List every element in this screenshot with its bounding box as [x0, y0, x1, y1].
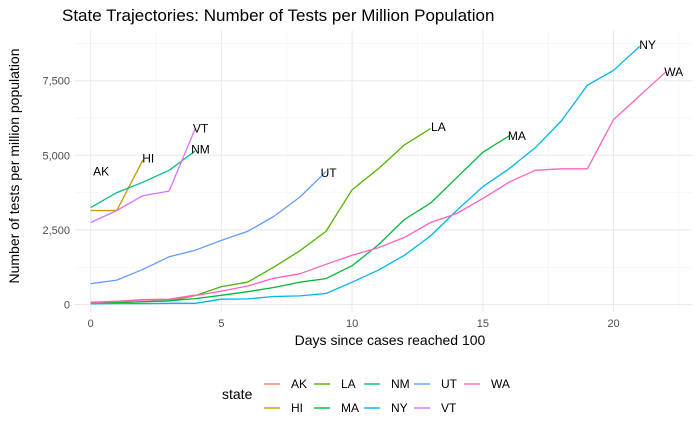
x-tick-label: 10: [346, 318, 358, 330]
series-lines: [90, 45, 667, 305]
y-tick-label: 0: [64, 300, 70, 312]
y-tick-label: 2,500: [42, 225, 70, 237]
legend-label-ak: AK: [291, 377, 307, 391]
legend-label-ut: UT: [441, 377, 458, 391]
y-tick-label: 7,500: [42, 76, 70, 88]
chart-title: State Trajectories: Number of Tests per …: [62, 6, 494, 25]
legend-label-wa: WA: [491, 377, 510, 391]
y-axis-title: Number of tests per million population: [6, 48, 22, 283]
x-tick-label: 0: [88, 318, 94, 330]
series-line-wa: [90, 71, 667, 304]
series-line-nm: [90, 150, 196, 209]
x-axis-title: Days since cases reached 100: [295, 332, 486, 348]
y-axis-ticks: 0 2,500 5,000 7,500: [42, 76, 70, 312]
x-tick-label: 15: [477, 318, 489, 330]
y-tick-label: 5,000: [42, 150, 70, 162]
series-label-vt: VT: [193, 121, 209, 135]
legend-label-ma: MA: [341, 401, 359, 415]
legend-label-vt: VT: [441, 401, 457, 415]
series-line-vt: [90, 128, 196, 224]
legend-label-la: LA: [341, 377, 356, 391]
x-tick-label: 5: [218, 318, 224, 330]
legend: state AK LA NM UT WA HI MA NY VT: [222, 377, 510, 415]
series-label-ak: AK: [93, 165, 109, 179]
series-line-ny: [90, 45, 641, 305]
series-label-ut: UT: [321, 166, 338, 180]
x-tick-label: 20: [607, 318, 619, 330]
series-label-ma: MA: [508, 129, 526, 143]
legend-label-hi: HI: [291, 401, 303, 415]
series-label-nm: NM: [191, 142, 210, 156]
series-line-ma: [90, 135, 510, 304]
legend-label-nm: NM: [391, 377, 410, 391]
series-end-labels: AK HI LA MA NM NY UT VT WA: [93, 38, 683, 180]
x-axis-ticks: 0 5 10 15 20: [88, 318, 620, 330]
legend-label-ny: NY: [391, 401, 408, 415]
series-label-wa: WA: [664, 65, 683, 79]
series-label-hi: HI: [142, 151, 154, 165]
series-line-ut: [90, 171, 327, 285]
legend-title: state: [222, 386, 253, 402]
series-label-la: LA: [431, 120, 446, 134]
series-label-ny: NY: [639, 38, 656, 52]
